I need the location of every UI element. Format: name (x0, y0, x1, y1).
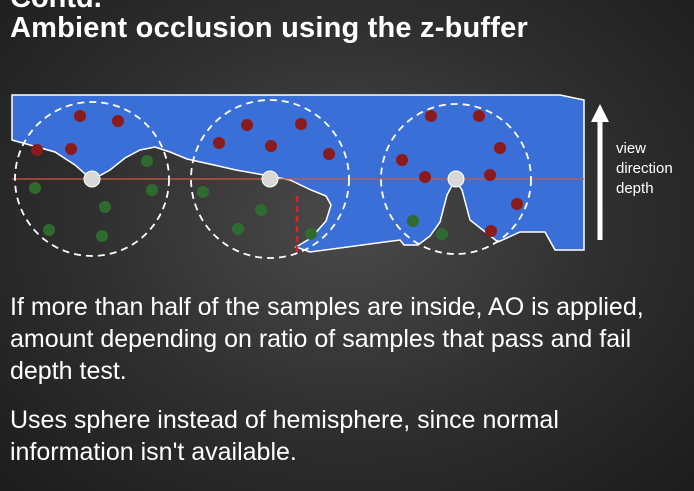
inside-sample (74, 110, 86, 122)
inside-sample (484, 169, 496, 181)
inside-sample (213, 137, 225, 149)
outside-sample (232, 223, 244, 235)
bullet-text-2: Uses sphere instead of hemisphere, since… (10, 406, 559, 466)
arrow-head-icon (591, 104, 609, 122)
outside-sample (255, 204, 267, 216)
inside-sample (419, 171, 431, 183)
sample-sphere-3 (380, 103, 532, 255)
inside-sample (112, 115, 124, 127)
sphere-2-samples (197, 118, 335, 240)
outside-sample (43, 224, 55, 236)
bullet-text-1: If more than half of the samples are ins… (10, 293, 644, 385)
view-label-line: view (616, 140, 647, 157)
inside-sample (31, 144, 43, 156)
sample-sphere-2 (190, 99, 350, 259)
inside-sample (241, 119, 253, 131)
inside-sample (265, 140, 277, 152)
sphere-1-samples (29, 110, 158, 242)
inside-sample (494, 142, 506, 154)
outside-sample (146, 184, 158, 196)
inside-sample (323, 148, 335, 160)
inside-sample (295, 118, 307, 130)
inside-sample (485, 225, 497, 237)
inside-sample (425, 110, 437, 122)
outside-sample (96, 230, 108, 242)
view-direction-label: view direction depth (616, 139, 673, 199)
slide-title: Ambient occlusion using the z-buffer (10, 12, 528, 44)
outside-sample (407, 215, 419, 227)
outside-sample (141, 155, 153, 167)
outside-sample (29, 182, 41, 194)
view-label-line: depth (616, 180, 654, 197)
partial-title: Contd. (10, 0, 102, 15)
inside-sample (473, 110, 485, 122)
outside-sample (99, 201, 111, 213)
center-point (447, 170, 465, 188)
inside-sample (65, 143, 77, 155)
outside-sample (436, 228, 448, 240)
inside-sample (396, 154, 408, 166)
outside-sample (197, 186, 209, 198)
sample-sphere-1 (14, 101, 170, 257)
view-label-line: direction (616, 160, 673, 177)
center-point (83, 170, 101, 188)
inside-sample (511, 198, 523, 210)
outside-sample (305, 228, 317, 240)
sphere-3-samples (396, 110, 523, 240)
center-point (261, 170, 279, 188)
